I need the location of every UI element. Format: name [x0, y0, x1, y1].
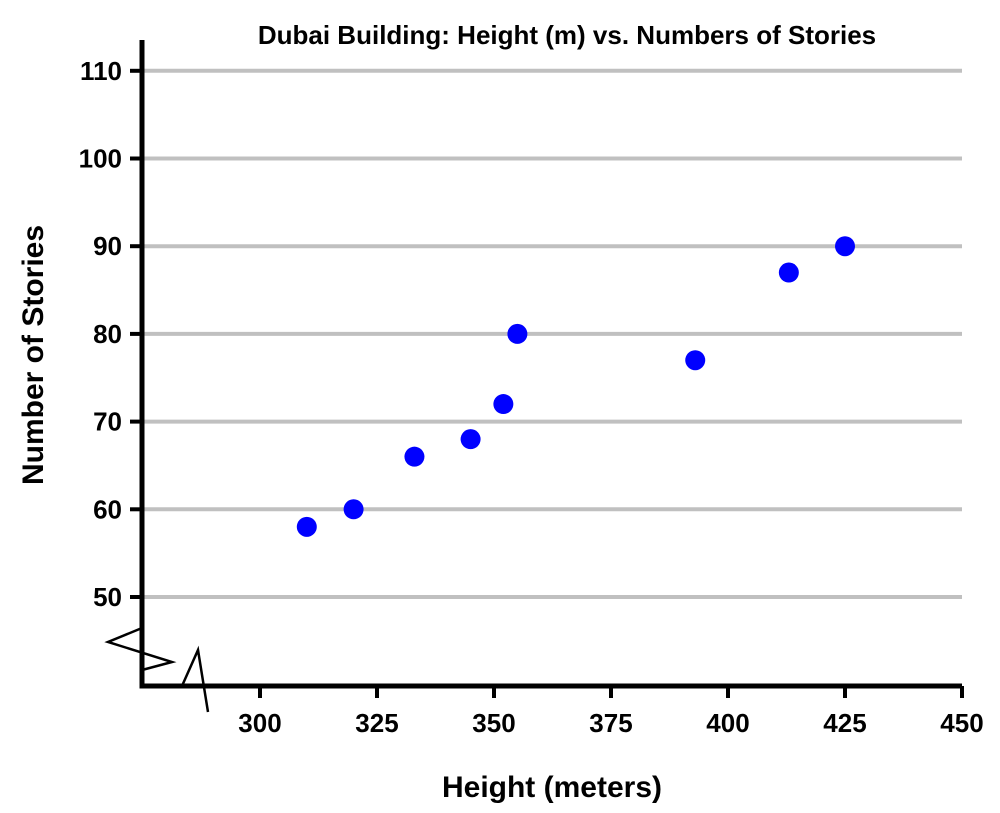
axes — [139, 40, 962, 689]
data-point — [778, 262, 799, 283]
x-tick-label: 450 — [940, 708, 983, 738]
x-tick-label: 375 — [589, 708, 632, 738]
x-tick-label: 350 — [472, 708, 515, 738]
axis-lines — [139, 40, 962, 689]
y-tick-label: 100 — [79, 144, 122, 174]
y-axis-break-mark — [104, 626, 177, 672]
axis-break-marks — [104, 626, 210, 713]
data-point — [404, 446, 425, 467]
x-tick-label: 300 — [238, 708, 281, 738]
x-axis-label: Height (meters) — [442, 771, 662, 804]
data-point — [507, 323, 528, 344]
y-tick-label: 110 — [80, 56, 122, 86]
data-point — [493, 394, 514, 415]
x-tick-label: 425 — [823, 708, 866, 738]
x-axis-break-mark — [180, 645, 210, 713]
data-point — [685, 350, 706, 371]
gridlines — [142, 68, 962, 599]
data-point — [460, 429, 481, 450]
y-tick-label: 70 — [93, 407, 122, 437]
ticks: 50 60 70 80 90 100 110 300 325 350 375 400 425 450 — [79, 56, 984, 738]
chart-title: Dubai Building: Height (m) vs. Numbers o… — [258, 20, 876, 50]
y-tick-label: 80 — [93, 319, 122, 349]
x-tick-label: 325 — [355, 708, 398, 738]
data-points — [296, 236, 855, 537]
data-point — [296, 516, 317, 537]
y-tick-label: 60 — [93, 494, 122, 524]
y-axis-label: Number of Stories — [17, 225, 50, 485]
data-point — [835, 236, 855, 257]
data-point — [343, 499, 364, 520]
x-tick-label: 400 — [706, 708, 749, 738]
y-tick-label: 90 — [93, 231, 122, 261]
y-tick-label: 50 — [93, 582, 122, 612]
